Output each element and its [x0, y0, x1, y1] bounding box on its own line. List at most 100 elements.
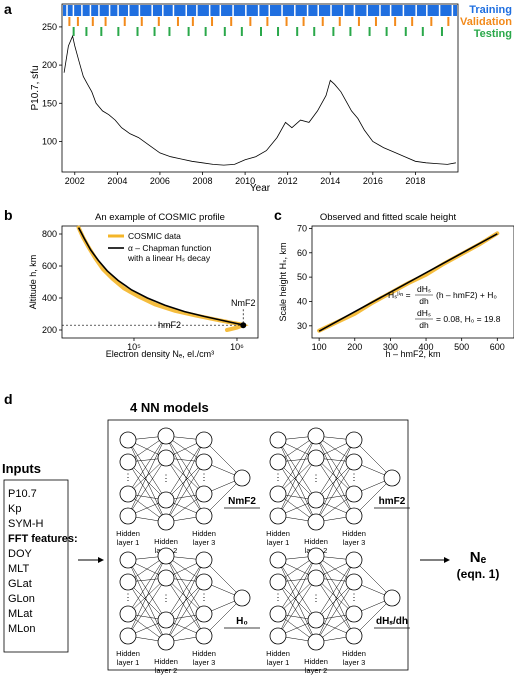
training-mark [245, 5, 247, 16]
training-mark [330, 5, 332, 16]
training-mark [426, 5, 428, 16]
nn-ellipsis: ⋮ [162, 473, 171, 483]
validation-mark [266, 17, 269, 26]
panel-c-xtick-label: 400 [419, 342, 434, 352]
validation-mark [374, 17, 377, 26]
nn-ellipsis: ⋮ [274, 472, 283, 482]
validation-mark [211, 17, 214, 26]
input-item: P10.7 [8, 488, 37, 500]
nn-node [119, 573, 137, 591]
layer-label: Hidden [304, 537, 328, 546]
nn-edge [203, 559, 243, 599]
panel-c-title: Observed and fitted scale height [320, 212, 457, 223]
layer-label: layer 3 [193, 538, 216, 547]
nn-node [345, 507, 363, 525]
testing-mark [296, 27, 299, 36]
nn-output-node [233, 589, 251, 607]
legend-fit-line2: with a linear Hₛ decay [127, 253, 211, 263]
testing-mark [440, 27, 443, 36]
validation-mark [140, 17, 143, 26]
testing-mark [168, 27, 171, 36]
nn-edge [165, 457, 205, 495]
equation-frac-num: dHₛ [417, 284, 431, 294]
nn-ellipsis: ⋮ [350, 472, 359, 482]
layer-label: Hidden [266, 529, 290, 538]
panel-b-xtick-label: 10⁵ [127, 342, 141, 352]
testing-mark [260, 27, 262, 36]
validation-mark [76, 17, 79, 26]
result-label: Nₑ [470, 549, 487, 566]
panel-b-ytick-label: 400 [42, 293, 57, 303]
nn-node [157, 449, 175, 467]
nn-edge [277, 559, 317, 621]
validation-mark [394, 17, 397, 26]
validation-mark [176, 17, 179, 26]
panel-b-frame [61, 225, 259, 339]
nn-node [119, 551, 137, 569]
equation2-frac-num: dHₛ [417, 308, 431, 318]
layer-label: layer 3 [343, 658, 366, 667]
chapman-fit-line [77, 227, 244, 326]
nn-node [345, 551, 363, 569]
nmf2-label: NmF2 [231, 298, 256, 308]
nn-node [269, 507, 287, 525]
validation-mark [68, 17, 71, 26]
nn-node [345, 573, 363, 591]
layer-label: Hidden [342, 529, 366, 538]
nn-node [307, 633, 325, 651]
panel-c-ylabel: Scale height Hₛ, km [278, 243, 288, 322]
p107-line [63, 34, 456, 166]
fft-item: GLat [8, 578, 32, 590]
nn-node [195, 573, 213, 591]
nn-edge [277, 435, 317, 517]
validation-mark [321, 17, 324, 26]
training-mark [196, 5, 198, 16]
nn-edge [277, 461, 317, 523]
validation-mark [430, 17, 433, 26]
nn-edge [165, 577, 205, 637]
nn-node [157, 491, 175, 509]
panel-a-xtick-label: 2004 [107, 176, 127, 186]
training-mark [451, 5, 454, 16]
training-mark [208, 5, 211, 16]
layer-label: layer 3 [343, 538, 366, 547]
nn-edge [315, 439, 355, 501]
nn-edge [127, 439, 167, 501]
nn-edge [165, 457, 205, 517]
nn-edge [277, 435, 317, 495]
nn-node [195, 551, 213, 569]
panel-b-xtick-label: 10⁶ [230, 342, 244, 352]
training-mark [81, 5, 83, 16]
equation-frac-den: dh [419, 296, 429, 306]
panel-a-frame [61, 3, 459, 173]
layer-label: Hidden [342, 649, 366, 658]
nn-edge [315, 577, 355, 637]
nn-edge [165, 439, 205, 501]
training-mark [219, 5, 222, 16]
training-mark [172, 5, 175, 16]
fft-item: MLon [8, 623, 36, 635]
nn-edge [315, 435, 355, 495]
panel-c-frame [311, 225, 514, 339]
testing-mark [100, 27, 103, 36]
nn-output-node [383, 469, 401, 487]
nn-edge [315, 457, 355, 495]
input-item: Kp [8, 503, 21, 515]
nn-node [119, 507, 137, 525]
training-mark [402, 5, 405, 16]
training-mark [317, 5, 319, 16]
nn-node [269, 605, 287, 623]
testing-mark [368, 27, 371, 36]
panel-a-ytick-label: 100 [42, 136, 57, 146]
nn-node [307, 491, 325, 509]
nn-ellipsis: ⋮ [200, 472, 209, 482]
nn-node [345, 453, 363, 471]
nn-ellipsis: ⋮ [274, 592, 283, 602]
panel-label-c: c [274, 207, 282, 223]
fft-item: MLT [8, 563, 29, 575]
testing-mark [404, 27, 407, 36]
nn-node [269, 551, 287, 569]
panel-a-xtick-label: 2006 [150, 176, 170, 186]
layer-label: layer 3 [193, 658, 216, 667]
